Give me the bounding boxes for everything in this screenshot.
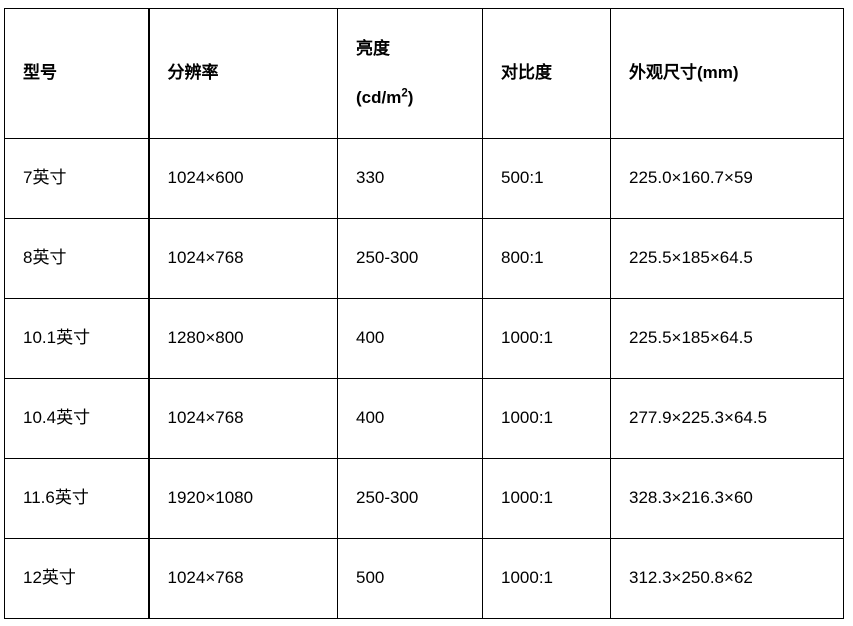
cell-contrast: 1000:1 (482, 378, 611, 459)
column-header-model-label: 型号 (23, 63, 57, 83)
cell-brightness: 400 (337, 378, 483, 459)
cell-contrast: 1000:1 (482, 298, 611, 379)
cell-resolution: 1024×768 (148, 538, 338, 619)
table-row: 11.6英寸 1920×1080 250-300 1000:1 328.3×21… (4, 458, 844, 539)
column-header-resolution-label: 分辨率 (167, 63, 219, 83)
spec-table-container: 型号 分辨率 亮度 (cd/m2) 对比度 外观尺寸(mm) (4, 8, 844, 619)
table-header: 型号 分辨率 亮度 (cd/m2) 对比度 外观尺寸(mm) (4, 8, 844, 139)
cell-brightness: 330 (337, 138, 483, 219)
table-row: 10.4英寸 1024×768 400 1000:1 277.9×225.3×6… (4, 378, 844, 459)
cell-model: 10.4英寸 (4, 378, 150, 459)
cell-contrast: 1000:1 (482, 458, 611, 539)
column-header-model: 型号 (4, 8, 150, 139)
table-row: 7英寸 1024×600 330 500:1 225.0×160.7×59 (4, 138, 844, 219)
cell-dimensions: 225.5×185×64.5 (610, 298, 844, 379)
cell-model: 10.1英寸 (4, 298, 150, 379)
cell-resolution: 1024×768 (148, 218, 338, 299)
column-header-brightness-label: 亮度 (356, 38, 390, 58)
table-body: 7英寸 1024×600 330 500:1 225.0×160.7×59 8英… (4, 138, 844, 619)
cell-dimensions: 225.5×185×64.5 (610, 218, 844, 299)
brightness-unit-prefix: (cd/m (356, 87, 402, 107)
cell-dimensions: 312.3×250.8×62 (610, 538, 844, 619)
cell-model: 7英寸 (4, 138, 150, 219)
column-header-contrast-label: 对比度 (501, 63, 552, 83)
table-row: 10.1英寸 1280×800 400 1000:1 225.5×185×64.… (4, 298, 844, 379)
cell-brightness: 250-300 (337, 458, 483, 539)
column-header-resolution: 分辨率 (148, 8, 338, 139)
cell-model: 8英寸 (4, 218, 150, 299)
cell-contrast: 800:1 (482, 218, 611, 299)
column-header-dimensions-label: 外观尺寸(mm) (629, 63, 739, 83)
column-header-contrast: 对比度 (482, 8, 611, 139)
cell-resolution: 1280×800 (148, 298, 338, 379)
cell-model: 12英寸 (4, 538, 150, 619)
cell-brightness: 500 (337, 538, 483, 619)
cell-resolution: 1920×1080 (148, 458, 338, 539)
column-header-brightness: 亮度 (cd/m2) (337, 8, 483, 139)
cell-resolution: 1024×768 (148, 378, 338, 459)
column-header-dimensions: 外观尺寸(mm) (610, 8, 844, 139)
column-header-brightness-unit: (cd/m2) (356, 87, 472, 110)
brightness-unit-superscript: 2 (401, 86, 408, 99)
cell-dimensions: 225.0×160.7×59 (610, 138, 844, 219)
table-row: 12英寸 1024×768 500 1000:1 312.3×250.8×62 (4, 538, 844, 619)
cell-dimensions: 277.9×225.3×64.5 (610, 378, 844, 459)
cell-resolution: 1024×600 (148, 138, 338, 219)
table-row: 8英寸 1024×768 250-300 800:1 225.5×185×64.… (4, 218, 844, 299)
cell-contrast: 500:1 (482, 138, 611, 219)
header-row: 型号 分辨率 亮度 (cd/m2) 对比度 外观尺寸(mm) (4, 8, 844, 139)
cell-contrast: 1000:1 (482, 538, 611, 619)
cell-brightness: 250-300 (337, 218, 483, 299)
brightness-unit-suffix: ) (407, 87, 414, 107)
column-header-brightness-stack: 亮度 (cd/m2) (356, 10, 472, 138)
display-spec-table: 型号 分辨率 亮度 (cd/m2) 对比度 外观尺寸(mm) (4, 8, 844, 619)
cell-brightness: 400 (337, 298, 483, 379)
cell-model: 11.6英寸 (4, 458, 150, 539)
cell-dimensions: 328.3×216.3×60 (610, 458, 844, 539)
